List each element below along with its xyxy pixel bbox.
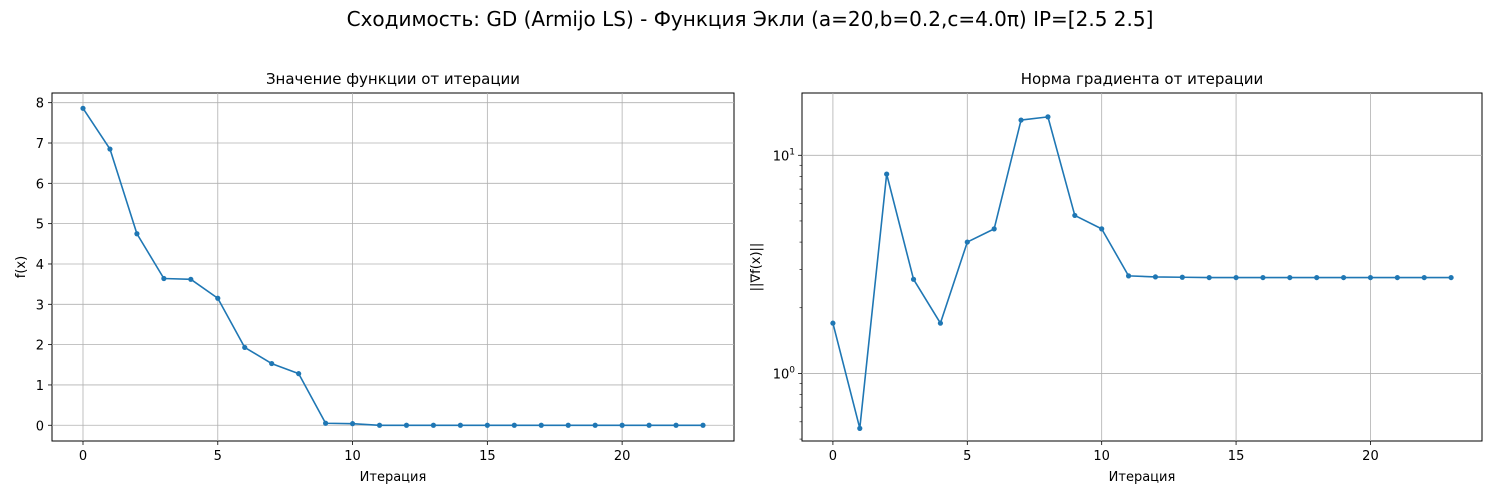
y-tick-label: 7 <box>36 137 44 152</box>
data-point <box>1314 274 1320 281</box>
x-tick-label: 5 <box>214 449 222 464</box>
axes-frame <box>51 92 735 442</box>
series-function-value <box>80 105 706 428</box>
y-ticks: 0 1 2 3 4 5 6 7 8 <box>36 97 52 434</box>
x-axis-label: Итерация <box>1109 470 1176 485</box>
x-ticks: 0 5 10 15 20 <box>79 441 631 464</box>
y-tick-label: 6 <box>36 177 44 192</box>
data-point <box>457 422 463 428</box>
data-point <box>80 105 86 111</box>
data-point <box>349 421 356 427</box>
data-point <box>910 276 917 282</box>
data-point <box>857 425 863 431</box>
data-point <box>188 276 194 282</box>
data-point <box>1099 226 1105 232</box>
data-point <box>242 344 248 351</box>
data-point <box>937 320 944 326</box>
data-point <box>1233 274 1239 281</box>
y-tick-label: 2 <box>36 339 44 354</box>
data-point <box>1206 274 1212 281</box>
y-tick-label: 0 <box>36 419 44 434</box>
axes-frame <box>801 92 1483 442</box>
y-tick-label: 100 <box>773 365 796 382</box>
data-point <box>538 422 544 428</box>
data-point <box>1448 274 1454 281</box>
data-point <box>484 422 490 428</box>
data-point <box>964 239 970 245</box>
grid-lines <box>52 93 734 441</box>
data-point <box>323 420 329 426</box>
data-point <box>646 422 652 428</box>
data-point <box>991 226 997 232</box>
y-ticks: 100 101 <box>773 147 802 440</box>
data-point <box>430 422 437 428</box>
data-point <box>1125 273 1132 279</box>
data-point <box>215 295 221 301</box>
data-point <box>565 422 571 428</box>
data-point <box>1394 274 1400 281</box>
data-point <box>1072 212 1078 219</box>
data-point <box>673 422 679 428</box>
data-point <box>1340 274 1347 281</box>
series-line <box>832 116 1452 430</box>
data-point <box>592 422 598 428</box>
data-point <box>830 320 836 326</box>
x-tick-label: 20 <box>614 449 631 464</box>
y-tick-label: 3 <box>36 298 44 313</box>
data-point <box>1367 274 1374 281</box>
y-tick-label: 4 <box>36 258 44 273</box>
data-point <box>619 422 625 428</box>
series-gradient-norm <box>830 114 1454 431</box>
data-point <box>376 422 383 428</box>
x-tick-label: 20 <box>1362 449 1379 464</box>
data-point <box>134 231 140 237</box>
data-point <box>107 146 113 152</box>
grid-lines <box>802 93 1482 441</box>
data-point <box>269 360 275 367</box>
x-tick-label: 15 <box>1228 449 1245 464</box>
x-ticks: 0 5 10 15 20 <box>829 441 1379 464</box>
y-tick-label: 1 <box>36 379 44 394</box>
y-tick-label: 5 <box>36 218 44 233</box>
figure-suptitle: Сходимость: GD (Armijo LS) - Функция Экл… <box>347 7 1154 31</box>
plot-gradient-norm: 0 5 10 15 20 100 101 Норма градиента от итера… <box>749 70 1483 485</box>
data-point <box>1287 274 1293 281</box>
y-tick-label: 101 <box>773 147 795 164</box>
data-point <box>403 422 410 428</box>
data-point <box>296 371 302 377</box>
plot-title: Значение функции от итерации <box>266 70 520 88</box>
y-axis-label: f(x) <box>14 256 29 278</box>
y-tick-label: 8 <box>36 97 44 112</box>
data-point <box>1018 117 1024 123</box>
data-point <box>161 275 167 282</box>
plot-title: Норма градиента от итерации <box>1021 70 1264 88</box>
series-line <box>82 107 703 427</box>
x-tick-label: 0 <box>79 449 87 464</box>
x-axis-label: Итерация <box>360 470 427 485</box>
data-point <box>1260 274 1266 281</box>
x-tick-label: 10 <box>1093 449 1110 464</box>
data-point <box>1179 274 1185 280</box>
data-point <box>1045 114 1051 120</box>
y-axis-label: ||∇f(x)|| <box>749 243 764 292</box>
x-tick-label: 10 <box>344 449 361 464</box>
data-point <box>884 171 890 177</box>
data-point <box>511 422 517 428</box>
data-point <box>1152 274 1159 280</box>
x-tick-label: 0 <box>829 449 837 464</box>
data-point <box>700 422 706 428</box>
x-tick-label: 15 <box>479 449 496 464</box>
x-tick-label: 5 <box>963 449 971 464</box>
data-point <box>1421 274 1427 281</box>
plot-function-value: 0 5 10 15 20 0 1 2 3 4 5 6 7 8 Значение функции от и… <box>14 70 735 485</box>
